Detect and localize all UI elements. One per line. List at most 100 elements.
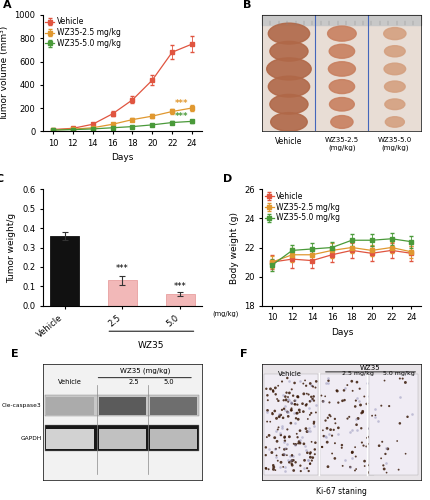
Point [288,460,295,468]
Point [361,457,368,465]
Point [281,466,288,474]
Point [295,438,302,446]
Point [286,389,293,397]
Point [282,436,289,444]
Point [283,396,289,404]
Text: (mg/kg): (mg/kg) [212,310,239,317]
Point [285,456,292,464]
Text: B: B [243,0,252,10]
Point [361,462,368,470]
Point [376,442,383,450]
Point [294,409,301,417]
Bar [319,374,374,476]
Point [307,381,314,389]
Point [332,454,338,462]
Point [303,400,310,408]
Point [324,379,331,387]
Point [312,384,319,392]
Point [283,440,290,448]
Point [307,448,314,456]
Point [274,456,281,464]
Point [346,413,353,421]
Point [298,467,304,475]
Point [304,390,310,398]
Bar [150,398,197,415]
Point [310,396,317,404]
Point [355,397,362,405]
Point [325,430,332,438]
Point [310,422,317,430]
Point [301,390,307,398]
Point [278,422,285,430]
Point [366,392,372,400]
Point [300,408,307,416]
Point [329,432,335,440]
Point [284,426,291,434]
Point [270,463,277,471]
Point [361,392,368,400]
Bar [264,374,318,476]
Point [333,386,340,394]
Ellipse shape [329,98,354,111]
Point [352,402,359,410]
Point [408,410,415,418]
Point [318,392,325,400]
Point [291,400,298,408]
Point [369,412,375,420]
Point [307,380,314,388]
Point [380,462,387,469]
Point [266,432,273,440]
Point [278,458,285,466]
Point [352,466,359,474]
Point [283,451,290,459]
Point [368,462,375,469]
Text: 5.0: 5.0 [163,379,174,385]
Point [326,398,333,406]
Point [272,427,279,435]
Point [353,420,360,428]
Point [295,416,302,424]
Point [335,424,342,432]
Point [352,415,359,423]
Point [295,393,301,401]
Ellipse shape [329,80,355,94]
Point [326,411,333,419]
Point [325,376,332,384]
Point [324,424,331,432]
Point [291,409,298,417]
Point [308,393,315,401]
Point [290,466,297,474]
Ellipse shape [328,26,356,41]
Point [332,439,338,447]
Bar [262,15,421,26]
Point [264,433,270,441]
Point [310,382,316,390]
Point [281,446,288,454]
Text: WZ35-2.5
(mg/kg): WZ35-2.5 (mg/kg) [325,137,359,150]
Y-axis label: Tumor volume (mm³): Tumor volume (mm³) [0,26,9,120]
Point [273,414,280,422]
Point [298,433,305,441]
Ellipse shape [384,46,405,57]
Point [290,440,297,448]
Text: A: A [3,0,12,10]
Point [273,438,280,446]
Text: WZ35-5.0
(mg/kg): WZ35-5.0 (mg/kg) [378,137,412,150]
Point [359,438,366,446]
Point [276,412,283,420]
Point [386,402,393,410]
Point [297,436,304,444]
Point [319,398,326,406]
Bar [46,398,94,415]
Point [308,456,315,464]
Point [309,395,316,403]
Point [289,400,295,407]
Text: WZ35: WZ35 [360,365,381,371]
Point [324,438,331,446]
Point [381,376,388,384]
Point [321,432,328,440]
Point [319,426,326,434]
Point [276,410,283,418]
Bar [98,398,146,415]
Point [303,382,310,390]
